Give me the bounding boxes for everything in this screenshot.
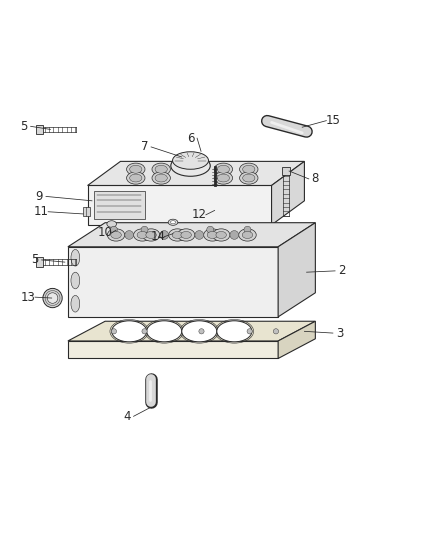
Circle shape (142, 329, 147, 334)
Circle shape (244, 226, 251, 233)
Polygon shape (94, 191, 145, 219)
Ellipse shape (142, 229, 160, 241)
Ellipse shape (127, 163, 145, 175)
Ellipse shape (171, 155, 210, 176)
Ellipse shape (152, 172, 170, 184)
Ellipse shape (177, 229, 195, 241)
Polygon shape (278, 223, 315, 317)
Ellipse shape (168, 219, 178, 225)
Circle shape (141, 226, 148, 233)
Circle shape (125, 231, 134, 239)
Circle shape (160, 231, 169, 239)
Ellipse shape (127, 172, 145, 184)
Ellipse shape (214, 163, 233, 175)
Circle shape (43, 288, 62, 308)
Polygon shape (88, 185, 272, 225)
Ellipse shape (71, 272, 80, 289)
Polygon shape (272, 161, 304, 225)
Ellipse shape (217, 174, 230, 182)
Polygon shape (68, 223, 315, 247)
Ellipse shape (111, 231, 121, 238)
Ellipse shape (107, 221, 117, 227)
Ellipse shape (242, 231, 253, 238)
Polygon shape (36, 257, 43, 267)
Text: 5: 5 (21, 120, 28, 133)
Text: 7: 7 (141, 140, 148, 154)
Text: 15: 15 (325, 114, 340, 127)
Ellipse shape (181, 231, 191, 238)
Polygon shape (68, 247, 278, 317)
Text: 4: 4 (123, 410, 131, 423)
Text: 10: 10 (98, 227, 113, 239)
Circle shape (230, 231, 239, 239)
Ellipse shape (216, 231, 226, 238)
Ellipse shape (170, 221, 176, 224)
Ellipse shape (112, 321, 147, 342)
Ellipse shape (214, 172, 233, 184)
Polygon shape (282, 167, 290, 174)
Text: 14: 14 (150, 230, 165, 243)
Ellipse shape (71, 249, 80, 266)
Ellipse shape (134, 229, 151, 241)
Ellipse shape (217, 165, 230, 173)
Ellipse shape (152, 163, 170, 175)
Circle shape (199, 329, 204, 334)
Text: 6: 6 (187, 132, 194, 144)
Ellipse shape (147, 321, 182, 342)
Ellipse shape (243, 174, 255, 182)
Text: 13: 13 (21, 290, 36, 304)
Ellipse shape (155, 174, 167, 182)
Circle shape (111, 329, 117, 334)
Ellipse shape (239, 229, 256, 241)
Ellipse shape (240, 163, 258, 175)
Polygon shape (36, 125, 43, 134)
Polygon shape (83, 207, 90, 216)
Polygon shape (278, 321, 315, 359)
Ellipse shape (169, 229, 186, 241)
Ellipse shape (71, 295, 80, 312)
Ellipse shape (173, 152, 208, 169)
Text: 12: 12 (192, 208, 207, 221)
Text: 9: 9 (35, 190, 43, 203)
Circle shape (47, 293, 58, 303)
Circle shape (207, 226, 214, 233)
Polygon shape (68, 321, 315, 341)
Ellipse shape (217, 321, 252, 342)
Circle shape (110, 226, 117, 233)
Text: 11: 11 (34, 205, 49, 218)
Ellipse shape (182, 321, 217, 342)
Text: 5: 5 (32, 253, 39, 266)
Ellipse shape (155, 165, 167, 173)
Text: 2: 2 (338, 264, 346, 277)
Ellipse shape (212, 229, 230, 241)
Ellipse shape (207, 231, 218, 238)
Ellipse shape (146, 231, 156, 238)
Ellipse shape (240, 172, 258, 184)
Ellipse shape (243, 165, 255, 173)
Text: 3: 3 (336, 327, 343, 340)
Ellipse shape (137, 231, 148, 238)
Circle shape (247, 329, 252, 334)
Polygon shape (68, 341, 278, 359)
Text: 8: 8 (312, 172, 319, 185)
Ellipse shape (130, 174, 142, 182)
Ellipse shape (130, 165, 142, 173)
Ellipse shape (107, 229, 125, 241)
Ellipse shape (172, 231, 183, 238)
Polygon shape (88, 161, 304, 185)
Circle shape (273, 329, 279, 334)
Circle shape (195, 231, 204, 239)
Ellipse shape (204, 229, 221, 241)
